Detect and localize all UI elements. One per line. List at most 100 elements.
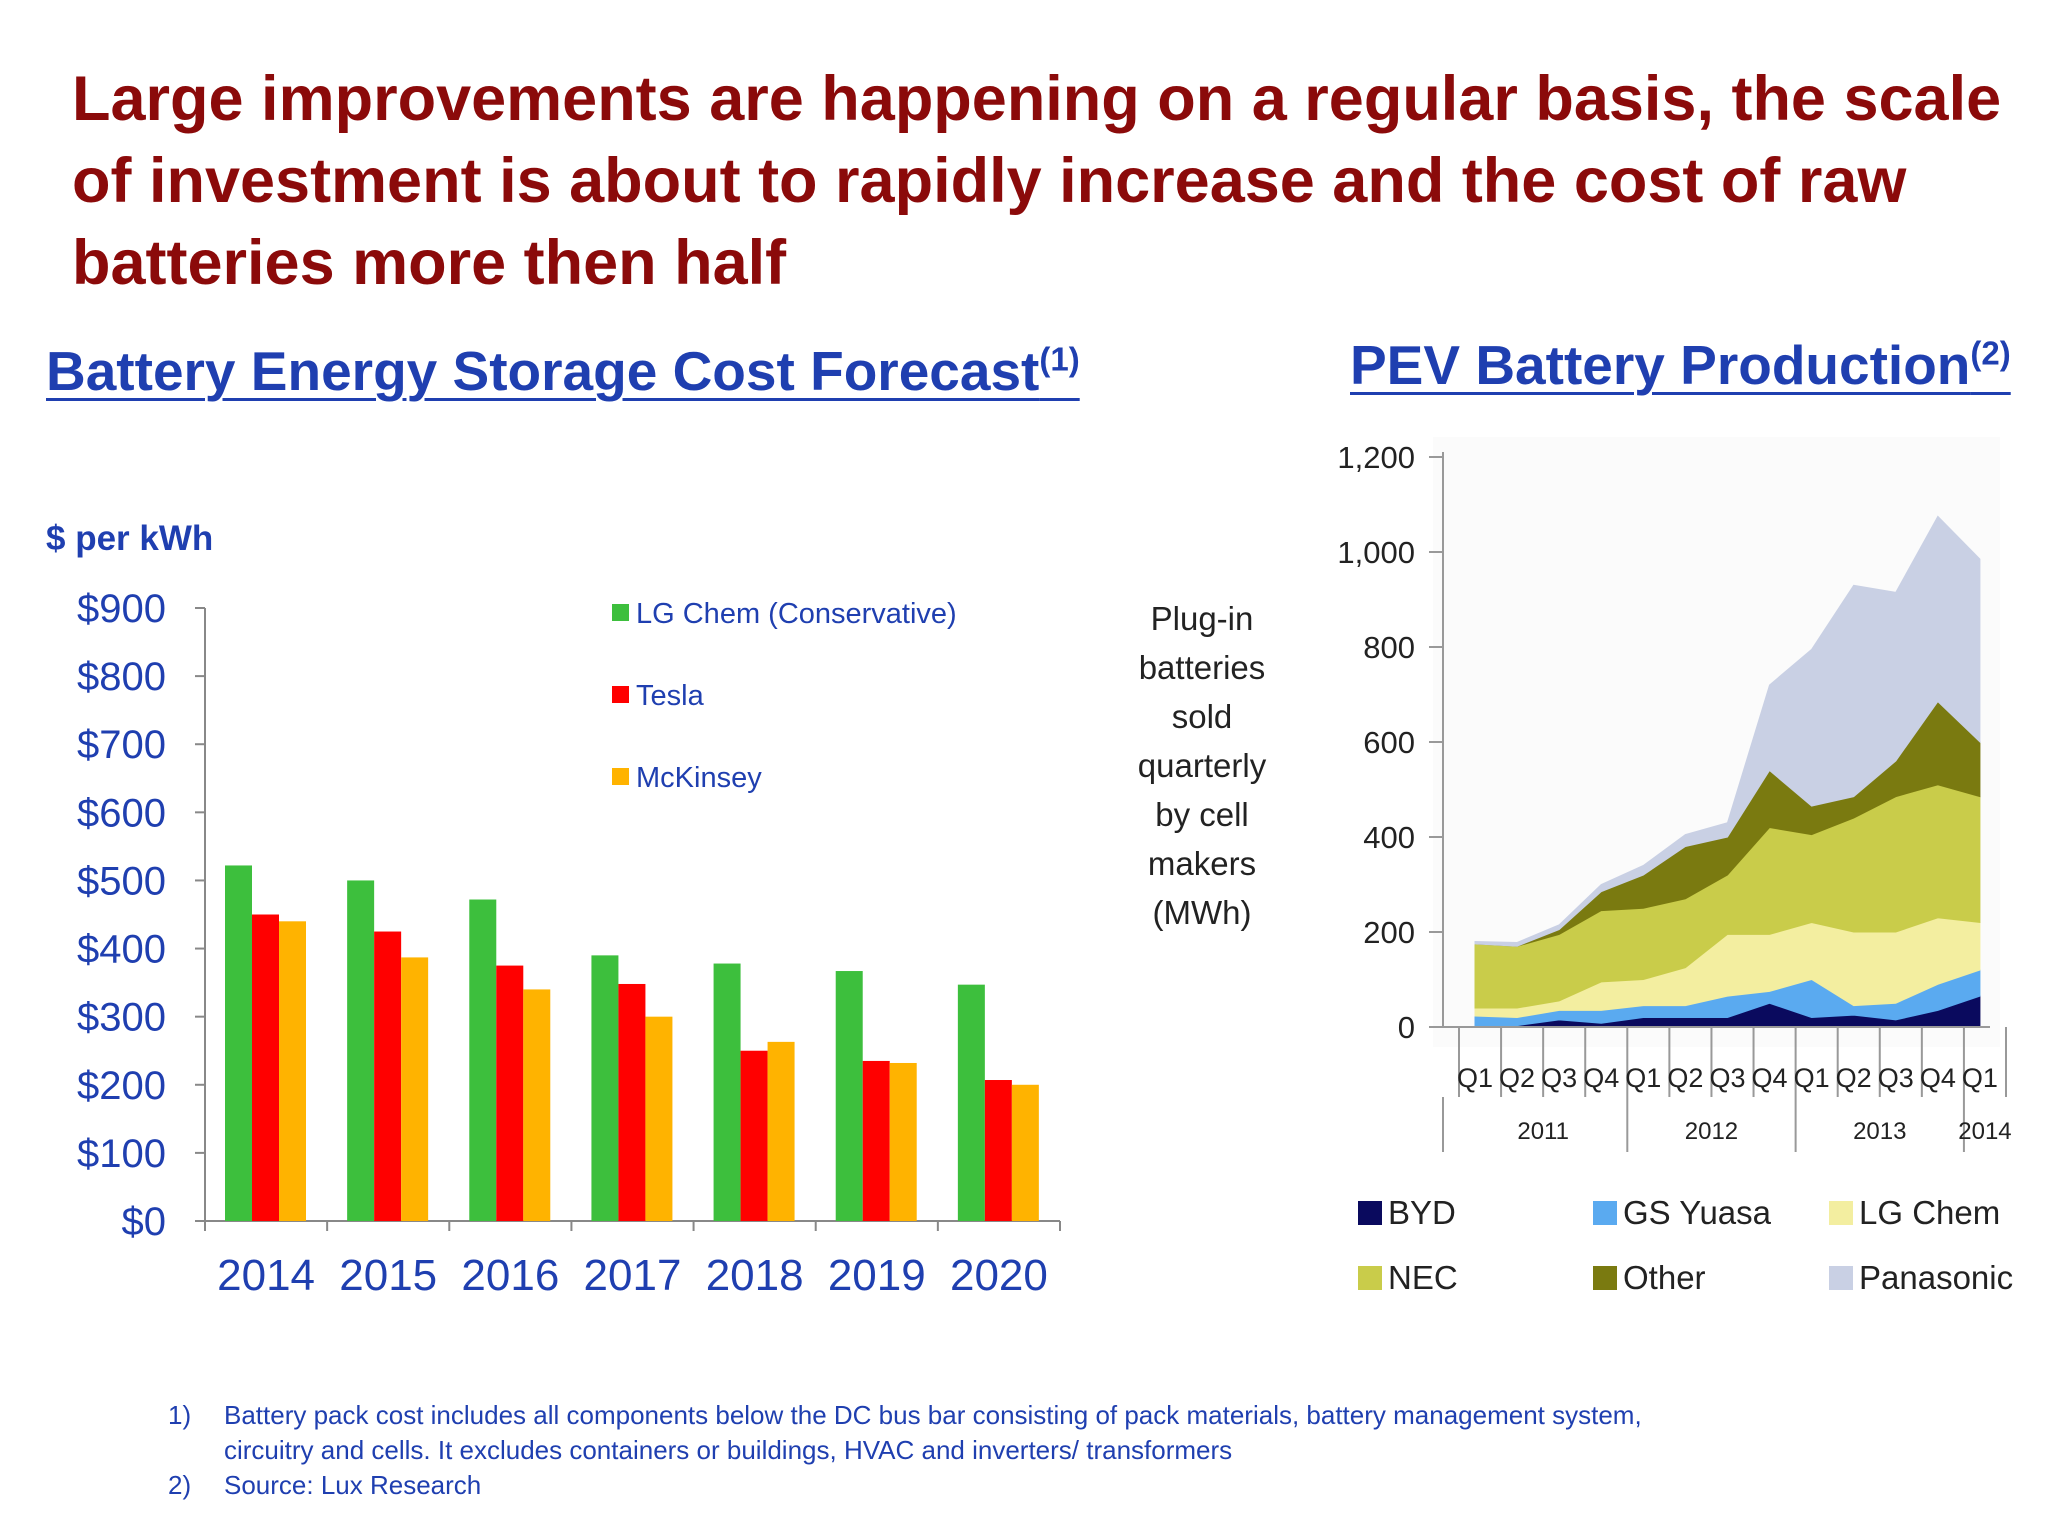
y-tick-label: $900 [77, 587, 166, 631]
quarter-label: Q1 [1457, 1063, 1493, 1093]
bar-tesla-2019 [862, 1060, 890, 1221]
quarter-label: Q4 [1920, 1063, 1956, 1093]
legend-label: McKinsey [636, 762, 762, 794]
x-tick-label: 2018 [706, 1251, 804, 1300]
footnote-number: 1) [168, 1400, 192, 1430]
bar-lg-chem-conservative--2019 [835, 971, 863, 1221]
footnote-1: 1) Battery pack cost includes all compon… [168, 1398, 1668, 1468]
y-axis-label-line: quarterly [1138, 747, 1267, 784]
pev-production-title[interactable]: PEV Battery Production(2) [1350, 332, 2011, 398]
y-tick-label: 0 [1398, 1010, 1415, 1045]
bar-tesla-2014 [252, 914, 279, 1221]
bar-mckinsey-2020 [1011, 1084, 1039, 1221]
headline: Large improvements are happening on a re… [72, 64, 2002, 298]
y-tick-label: 800 [1363, 630, 1415, 665]
legend-swatch [612, 604, 629, 621]
quarter-label: Q3 [1709, 1063, 1745, 1093]
cost-forecast-chart-svg: $ per kWh $0 $100 $200 $300 $400 $500 $600 $700 $… [46, 519, 1061, 1300]
y-tick-label: $400 [77, 928, 166, 972]
y-tick-label: $100 [77, 1132, 166, 1176]
legend-label: Tesla [636, 680, 705, 712]
quarter-label: Q3 [1541, 1063, 1577, 1093]
quarter-label: Q1 [1625, 1063, 1661, 1093]
bar-lg-chem-conservative--2018 [713, 963, 741, 1221]
bar-mckinsey-2019 [889, 1062, 917, 1221]
y-axis-label: $ per kWh [46, 519, 213, 558]
x-tick-label: 2014 [217, 1251, 315, 1300]
bar-lg-chem-conservative--2015 [347, 880, 375, 1221]
footnote-2: 2) Source: Lux Research [168, 1468, 1668, 1503]
legend-label: Panasonic [1859, 1259, 2013, 1296]
bar-mckinsey-2016 [523, 989, 551, 1221]
cost-forecast-title-text: Battery Energy Storage Cost Forecast [46, 340, 1040, 402]
x-tick-label: 2019 [828, 1251, 926, 1300]
quarter-label: Q2 [1836, 1063, 1872, 1093]
y-tick-label: $700 [77, 723, 166, 767]
y-tick-label: 1,000 [1337, 535, 1415, 570]
bar-tesla-2020 [984, 1080, 1012, 1221]
y-tick-label: $0 [122, 1200, 167, 1244]
y-axis-label-line: sold [1172, 698, 1233, 735]
bar-tesla-2016 [496, 965, 524, 1221]
x-tick-label: 2017 [584, 1251, 682, 1300]
year-label: 2011 [1517, 1118, 1569, 1145]
y-tick-label: $500 [77, 859, 166, 903]
bar-lg-chem-conservative--2017 [591, 955, 619, 1221]
quarter-label: Q1 [1794, 1063, 1830, 1093]
y-tick-label: 200 [1363, 915, 1415, 950]
year-label: 2012 [1685, 1118, 1738, 1145]
bar-tesla-2015 [374, 931, 402, 1221]
bar-mckinsey-2015 [401, 957, 429, 1221]
quarter-label: Q3 [1878, 1063, 1914, 1093]
legend-swatch [1829, 1201, 1853, 1225]
legend-label: GS Yuasa [1623, 1194, 1772, 1231]
bar-tesla-2017 [618, 983, 646, 1221]
x-tick-label: 2020 [950, 1251, 1048, 1300]
footnote-number: 2) [168, 1470, 192, 1500]
y-axis-label-line: batteries [1139, 649, 1266, 686]
pev-production-chart: 0 200 400 600 800 1,000 1,200 Q1 Q2 Q3 Q4 Q1 Q2 Q3 Q4 Q… [1110, 430, 2048, 1330]
bar-lg-chem-conservative--2014 [225, 865, 252, 1221]
legend-swatch [1593, 1266, 1617, 1290]
bar-mckinsey-2018 [767, 1041, 795, 1221]
year-label: 2013 [1853, 1118, 1906, 1145]
footnotes: 1) Battery pack cost includes all compon… [168, 1398, 1668, 1503]
y-tick-label: 400 [1363, 820, 1415, 855]
footnote-text: Source: Lux Research [224, 1470, 482, 1500]
pev-production-footnote-marker: (2) [1970, 334, 2011, 372]
y-tick-label: 600 [1363, 725, 1415, 760]
y-tick-label: 1,200 [1337, 440, 1415, 475]
y-axis-label-line: (MWh) [1153, 894, 1252, 931]
x-tick-label: 2016 [461, 1251, 559, 1300]
legend-label: NEC [1388, 1259, 1458, 1296]
cost-forecast-chart: $ per kWh $0 $100 $200 $300 $400 $500 $600 $700 $… [0, 500, 1100, 1350]
y-tick-label: $300 [77, 996, 166, 1040]
y-axis-label-line: Plug-in [1151, 600, 1254, 637]
y-axis-label-line: makers [1148, 845, 1256, 882]
cost-forecast-title[interactable]: Battery Energy Storage Cost Forecast(1) [46, 338, 1080, 404]
bar-mckinsey-2017 [645, 1016, 673, 1221]
x-tick-label: 2015 [339, 1251, 437, 1300]
cost-forecast-footnote-marker: (1) [1039, 340, 1080, 378]
y-tick-label: $200 [77, 1064, 166, 1108]
y-axis-label-line: by cell [1155, 796, 1249, 833]
quarter-label: Q1 [1962, 1063, 1998, 1093]
legend-label: BYD [1388, 1194, 1456, 1231]
year-label: 2014 [1958, 1118, 2011, 1145]
legend-swatch [1358, 1266, 1382, 1290]
legend-label: Other [1623, 1259, 1706, 1296]
legend-swatch [612, 768, 629, 785]
bar-lg-chem-conservative--2016 [469, 899, 497, 1221]
quarter-label: Q2 [1499, 1063, 1535, 1093]
legend-label: LG Chem [1859, 1194, 2000, 1231]
legend-swatch [1829, 1266, 1853, 1290]
legend-swatch [1593, 1201, 1617, 1225]
y-tick-label: $800 [77, 655, 166, 699]
quarter-label: Q4 [1752, 1063, 1788, 1093]
quarter-label: Q2 [1667, 1063, 1703, 1093]
legend-swatch [612, 686, 629, 703]
legend-swatch [1358, 1201, 1382, 1225]
bar-tesla-2018 [740, 1050, 768, 1221]
footnote-text: Battery pack cost includes all component… [224, 1400, 1642, 1465]
